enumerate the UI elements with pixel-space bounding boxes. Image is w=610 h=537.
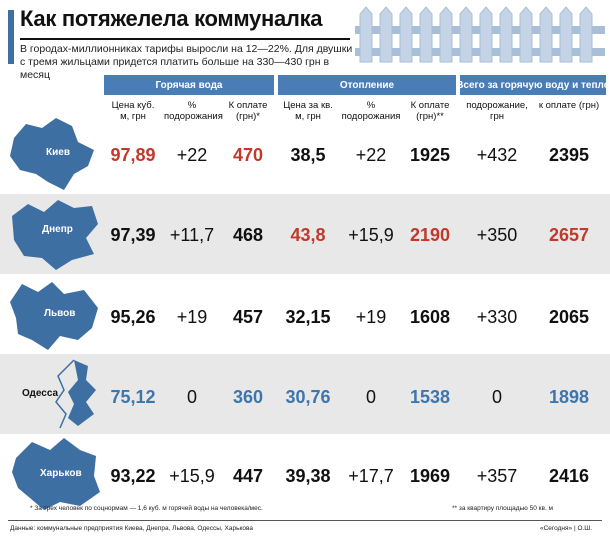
kharkiv-map-icon xyxy=(12,438,100,510)
table-cell: 43,8 xyxy=(290,225,326,245)
table-cell: 2065 xyxy=(548,307,590,327)
table-cell: +15,9 xyxy=(169,466,215,486)
table-cell: +330 xyxy=(476,307,518,327)
table-cell: +11,7 xyxy=(169,225,215,245)
dnipro-map-icon xyxy=(12,200,98,270)
subtitle: В городах-миллионниках тарифы выросли на… xyxy=(20,43,353,81)
table-cell: +22 xyxy=(355,145,387,165)
credit-note: «Сегодня» | О.Ш. xyxy=(540,525,593,532)
table-cell: 1925 xyxy=(409,145,451,165)
footnote-right: ** за квартиру площадью 50 кв. м xyxy=(452,505,554,512)
column-header: Цена за кв. м, грн xyxy=(283,100,333,122)
table-cell: +19 xyxy=(355,307,387,327)
title-rule xyxy=(20,38,350,40)
city-label: Днепр xyxy=(42,224,73,235)
table-cell: +15,9 xyxy=(348,225,394,245)
column-header: К оплате (грн)** xyxy=(410,100,450,122)
table-cell: 468 xyxy=(232,225,264,245)
table-cell: 0 xyxy=(186,387,197,407)
column-header: К оплате (грн)* xyxy=(228,100,268,122)
table-cell: 97,39 xyxy=(110,225,156,245)
table-cell: 457 xyxy=(232,307,264,327)
table-cell: 93,22 xyxy=(110,466,156,486)
group-header-total: Всего за горячую воду и тепло xyxy=(456,75,610,95)
table-cell: 2395 xyxy=(548,145,590,165)
table-cell: 95,26 xyxy=(110,307,156,327)
group-header-hot-water: Горячая вода xyxy=(104,75,274,95)
table-cell: 2416 xyxy=(548,466,590,486)
lviv-map-icon xyxy=(10,282,98,350)
table-cell: +22 xyxy=(176,145,208,165)
group-header-heating: Отопление xyxy=(278,75,456,95)
column-header: подорожание, грн xyxy=(466,100,528,122)
row-bg-shade xyxy=(0,194,610,274)
title-accent-bar xyxy=(8,10,14,64)
odesa-map-icon xyxy=(55,359,96,429)
table-cell: 32,15 xyxy=(285,307,331,327)
column-header: % подорожания xyxy=(341,100,401,122)
table-cell: 0 xyxy=(365,387,376,407)
table-cell: +350 xyxy=(476,225,518,245)
table-cell: 97,89 xyxy=(110,145,156,165)
city-label: Одесса xyxy=(22,388,59,399)
table-cell: 470 xyxy=(232,145,264,165)
city-label: Львов xyxy=(44,308,76,319)
city-label: Киев xyxy=(46,147,70,158)
table-cell: 447 xyxy=(232,466,264,486)
footnote-left: * За трех человек по соцнормам — 1,6 куб… xyxy=(30,505,263,512)
table-cell: +432 xyxy=(476,145,518,165)
fence-illustration xyxy=(355,6,605,63)
table-cell: 360 xyxy=(232,387,264,407)
table-cell: +357 xyxy=(476,466,518,486)
table-cell: +19 xyxy=(176,307,208,327)
table-cell: 2190 xyxy=(409,225,451,245)
page-title: Как потяжелела коммуналка xyxy=(20,6,323,31)
table-cell: 0 xyxy=(491,387,502,407)
row-bg-shade xyxy=(0,354,610,434)
table-cell: 1898 xyxy=(548,387,590,407)
source-note: Данные: коммунальные предприятия Киева, … xyxy=(10,525,254,532)
bottom-rule xyxy=(8,520,602,521)
table-cell: 39,38 xyxy=(285,466,331,486)
table-cell: 30,76 xyxy=(285,387,331,407)
table-cell: 1608 xyxy=(409,307,451,327)
column-header: Цена куб. м, грн xyxy=(111,100,155,122)
city-label: Харьков xyxy=(40,468,82,479)
column-header: % подорожания xyxy=(164,100,223,122)
kyiv-map-icon xyxy=(10,118,94,190)
table-cell: 1538 xyxy=(409,387,451,407)
table-cell: 2657 xyxy=(548,225,590,245)
table-cell: 1969 xyxy=(409,466,451,486)
table-cell: +17,7 xyxy=(348,466,394,486)
table-cell: 75,12 xyxy=(110,387,156,407)
table-cell: 38,5 xyxy=(290,145,326,165)
column-header: к оплате (грн) xyxy=(538,100,600,111)
